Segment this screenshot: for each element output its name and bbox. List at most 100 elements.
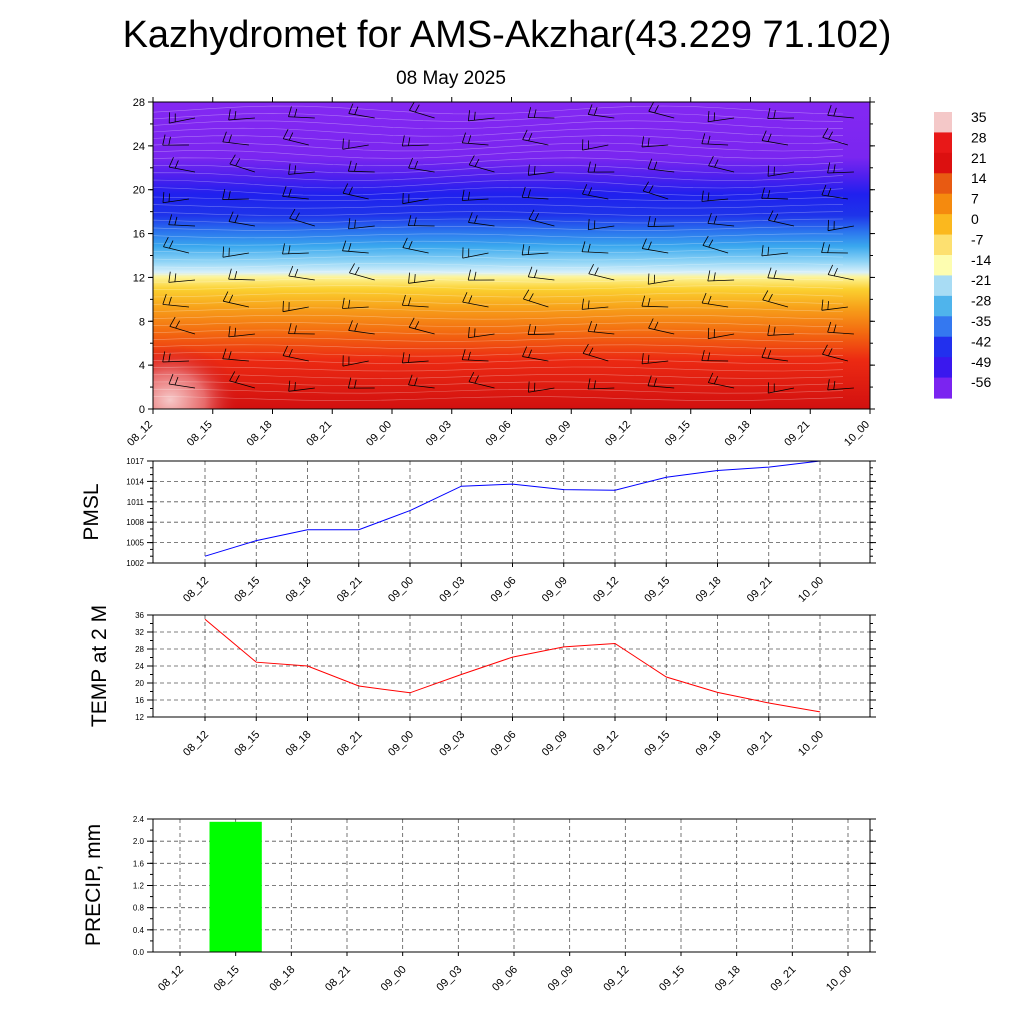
x-tick-label: 08_21 bbox=[335, 729, 365, 759]
wind-barb bbox=[587, 219, 615, 231]
wind-barb bbox=[648, 318, 675, 335]
wind-barb bbox=[408, 272, 435, 284]
wind-barb bbox=[701, 350, 729, 362]
colorbar-label: 28 bbox=[971, 129, 987, 145]
page-subtitle: 08 May 2025 bbox=[396, 68, 506, 89]
x-tick-label: 09_21 bbox=[745, 575, 775, 605]
colorbar-swatch bbox=[934, 255, 952, 277]
wind-barb bbox=[641, 136, 669, 148]
x-tick-label: 08_15 bbox=[212, 964, 242, 994]
wind-barb bbox=[767, 210, 795, 227]
x-tick-label: 09_03 bbox=[437, 575, 467, 605]
wind-barb bbox=[168, 157, 196, 173]
wind-barb bbox=[527, 164, 555, 176]
wind-barb bbox=[222, 246, 249, 258]
wind-barb bbox=[641, 353, 669, 365]
x-tick-label: 08_18 bbox=[284, 729, 314, 759]
x-tick-label: 09_03 bbox=[424, 419, 454, 449]
y-tick-label: 1008 bbox=[126, 518, 144, 527]
y-tick-label: 2.0 bbox=[133, 837, 145, 846]
wind-barb bbox=[282, 300, 309, 313]
wind-barb bbox=[342, 297, 369, 309]
wind-barb bbox=[467, 110, 495, 122]
x-tick-label: 09_09 bbox=[546, 964, 576, 994]
wind-barb bbox=[168, 112, 196, 124]
x-tick-label: 09_15 bbox=[642, 575, 672, 605]
pmsl-x-ticks: 08_12 08_15 08_18 08_21 09_00 09_03 09_06 09_09… bbox=[181, 563, 826, 605]
wind-barb bbox=[707, 372, 735, 389]
wind-barb bbox=[821, 242, 848, 254]
pmsl-y-ticks: 1002 1005 1008 1011 1014 1017 bbox=[126, 457, 876, 568]
wind-barb bbox=[222, 348, 249, 362]
colorbar-label: -28 bbox=[971, 293, 991, 309]
colorbar-label: -14 bbox=[971, 252, 991, 268]
wind-barb bbox=[587, 104, 615, 119]
wind-barb bbox=[528, 381, 555, 393]
wind-barb bbox=[707, 270, 735, 282]
colorbar-swatch bbox=[934, 357, 952, 379]
x-tick-label: 09_06 bbox=[484, 419, 514, 449]
colorbar-swatch bbox=[934, 112, 952, 134]
wind-barb bbox=[348, 160, 375, 173]
wind-barb bbox=[522, 129, 549, 146]
x-tick-label: 10_00 bbox=[824, 964, 854, 994]
wind-barb bbox=[401, 135, 429, 147]
wind-barb bbox=[822, 344, 849, 362]
wind-barb bbox=[348, 103, 375, 119]
colorbar-swatch bbox=[934, 377, 952, 399]
wind-barb bbox=[827, 264, 854, 281]
wind-barb bbox=[827, 321, 854, 335]
wind-barb bbox=[342, 138, 369, 150]
wind-barb bbox=[523, 289, 549, 308]
wind-barb bbox=[701, 190, 729, 202]
wind-barb bbox=[409, 102, 435, 119]
wind-barb bbox=[349, 263, 375, 281]
wind-barb bbox=[468, 155, 495, 173]
x-tick-label: 08_12 bbox=[156, 964, 186, 994]
wind-barb bbox=[761, 130, 789, 146]
wind-barb bbox=[348, 218, 375, 230]
y-tick-label: 28 bbox=[133, 97, 145, 109]
wind-barb bbox=[408, 374, 435, 389]
wind-barb bbox=[222, 291, 249, 308]
colorbar-label: -56 bbox=[971, 374, 991, 390]
y-tick-label: 0 bbox=[139, 404, 145, 416]
x-tick-label: 09_15 bbox=[642, 729, 672, 759]
wind-barb bbox=[461, 189, 489, 201]
x-tick-label: 09_18 bbox=[723, 419, 753, 449]
x-tick-label: 09_00 bbox=[379, 964, 409, 994]
colorbar-label: -35 bbox=[971, 313, 991, 329]
x-tick-label: 08_12 bbox=[181, 575, 211, 605]
colorbar-label: -49 bbox=[971, 354, 991, 370]
wind-barb bbox=[827, 219, 854, 232]
precip-axis-label: PRECIP, mm bbox=[82, 824, 105, 946]
precip-bars bbox=[209, 821, 262, 952]
wind-barb bbox=[282, 128, 309, 146]
wind-barb bbox=[348, 320, 375, 335]
wind-barb bbox=[641, 295, 669, 308]
wind-barb bbox=[401, 294, 429, 308]
x-tick-label: 08_15 bbox=[232, 729, 262, 759]
wind-barb bbox=[461, 349, 489, 362]
hot-core bbox=[153, 345, 240, 409]
precip-panel: 0.00.40.81.21.62.02.4 08_12 08_15 08_18 08_… bbox=[82, 815, 876, 994]
wind-barb bbox=[581, 241, 609, 254]
y-tick-label: 1011 bbox=[127, 498, 145, 507]
colorbar-swatch bbox=[934, 152, 952, 174]
x-tick-label: 09_21 bbox=[745, 729, 775, 759]
colorbar-label: 0 bbox=[971, 211, 979, 227]
wind-barb bbox=[588, 263, 615, 281]
contour-lines bbox=[153, 105, 844, 401]
wind-barb bbox=[461, 132, 489, 146]
wind-barb bbox=[827, 105, 854, 119]
temp-y-ticks: 12 16 20 24 28 32 36 bbox=[135, 611, 876, 722]
y-tick-label: 16 bbox=[133, 229, 145, 241]
x-tick-label: 09_12 bbox=[591, 729, 621, 759]
wind-barb bbox=[467, 269, 495, 281]
wind-barb bbox=[462, 292, 489, 308]
wind-barb bbox=[521, 244, 549, 256]
temp-panel: 12 16 20 24 28 32 36 08_12 08_15 08_18 08_21 09_00… bbox=[88, 605, 876, 759]
y-tick-label: 0.0 bbox=[133, 948, 145, 957]
